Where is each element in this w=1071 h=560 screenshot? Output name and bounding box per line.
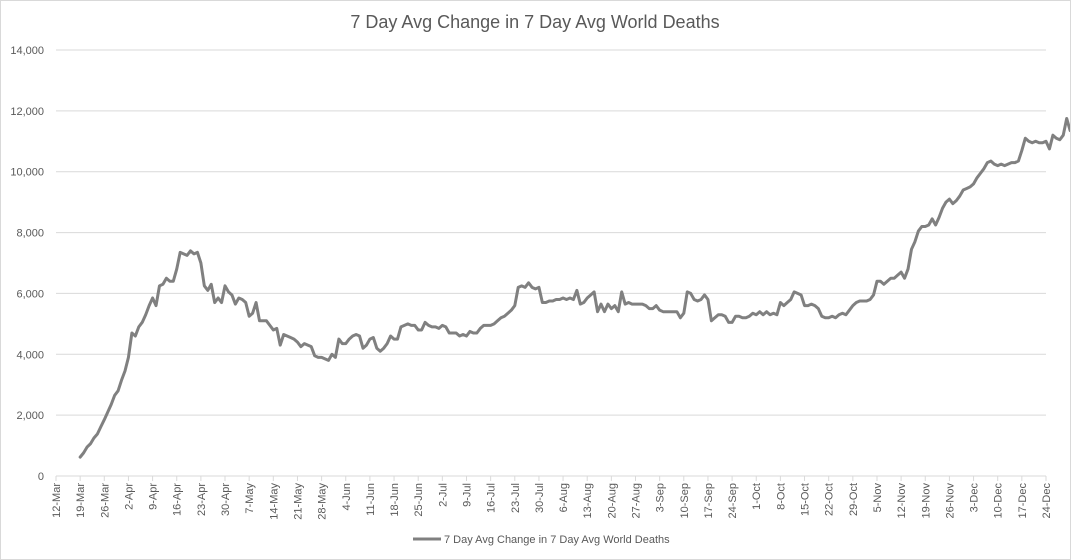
- x-tick-label: 12-Mar: [51, 483, 63, 518]
- x-tick-label: 2-Apr: [123, 483, 135, 510]
- x-tick-label: 29-Oct: [848, 483, 860, 516]
- x-tick-label: 1-Oct: [751, 483, 763, 510]
- x-tick-label: 26-Nov: [944, 483, 956, 519]
- y-tick-label: 2,000: [16, 410, 44, 422]
- x-axis-tick-labels: 12-Mar 19-Mar 26-Mar 2-Apr 9-Apr 16-Apr 23-Apr…: [51, 483, 1053, 520]
- x-tick-label: 30-Apr: [220, 483, 232, 516]
- gridlines: [56, 49, 1046, 416]
- x-tick-label: 19-Mar: [75, 483, 87, 518]
- y-tick-label: 10,000: [10, 167, 44, 179]
- x-tick-label: 17-Dec: [1017, 483, 1029, 519]
- x-tick-label: 3-Dec: [969, 483, 981, 513]
- y-tick-label: 14,000: [10, 45, 44, 57]
- chart-title: 7 Day Avg Change in 7 Day Avg World Deat…: [350, 12, 719, 32]
- x-tick-label: 7-May: [244, 483, 256, 514]
- x-tick-label: 25-Jun: [413, 483, 425, 517]
- x-tick-label: 18-Jun: [389, 483, 401, 517]
- x-tick-label: 6-Aug: [558, 483, 570, 512]
- x-tick-label: 24-Dec: [1041, 483, 1053, 519]
- series-layer: [78, 116, 1070, 459]
- x-tick-label: 10-Sep: [679, 483, 691, 518]
- y-axis-tick-labels: 0 2,000 4,000 6,000 8,000 10,000 12,000 14,000: [10, 45, 44, 483]
- x-tick-label: 26-Mar: [99, 483, 111, 518]
- x-tick-label: 24-Sep: [727, 483, 739, 518]
- x-tick-label: 10-Dec: [993, 483, 1005, 519]
- x-tick-label: 27-Aug: [631, 483, 643, 518]
- x-tick-label: 20-Aug: [606, 483, 618, 518]
- x-tick-label: 19-Nov: [920, 483, 932, 519]
- y-tick-label: 8,000: [16, 228, 44, 240]
- x-tick-label: 9-Apr: [148, 483, 160, 510]
- x-tick-label: 23-Apr: [196, 483, 208, 516]
- x-tick-label: 12-Nov: [896, 483, 908, 519]
- x-tick-label: 16-Apr: [172, 483, 184, 516]
- x-tick-label: 5-Nov: [872, 483, 884, 513]
- x-tick-label: 2-Jul: [437, 483, 449, 507]
- x-axis: [55, 475, 1047, 481]
- x-tick-label: 13-Aug: [582, 483, 594, 518]
- x-tick-label: 8-Oct: [775, 483, 787, 510]
- y-tick-label: 0: [38, 471, 44, 483]
- x-tick-label: 21-May: [292, 483, 304, 520]
- y-tick-label: 12,000: [10, 106, 44, 118]
- x-tick-label: 11-Jun: [365, 483, 377, 516]
- series-line: [78, 116, 1070, 459]
- x-tick-label: 17-Sep: [703, 483, 715, 518]
- x-tick-label: 23-Jul: [510, 483, 522, 513]
- legend-label: 7 Day Avg Change in 7 Day Avg World Deat…: [444, 534, 670, 546]
- x-tick-label: 30-Jul: [534, 483, 546, 513]
- x-tick-label: 28-May: [317, 483, 329, 520]
- x-tick-label: 3-Sep: [655, 483, 667, 512]
- x-tick-label: 22-Oct: [824, 483, 836, 516]
- x-tick-label: 16-Jul: [486, 483, 498, 513]
- legend: 7 Day Avg Change in 7 Day Avg World Deat…: [413, 534, 670, 546]
- x-tick-label: 4-Jun: [341, 483, 353, 511]
- y-tick-label: 4,000: [16, 349, 44, 361]
- x-tick-label: 15-Oct: [800, 483, 812, 516]
- x-tick-label: 14-May: [268, 483, 280, 520]
- x-tick-label: 9-Jul: [461, 483, 473, 507]
- y-tick-label: 6,000: [16, 288, 44, 300]
